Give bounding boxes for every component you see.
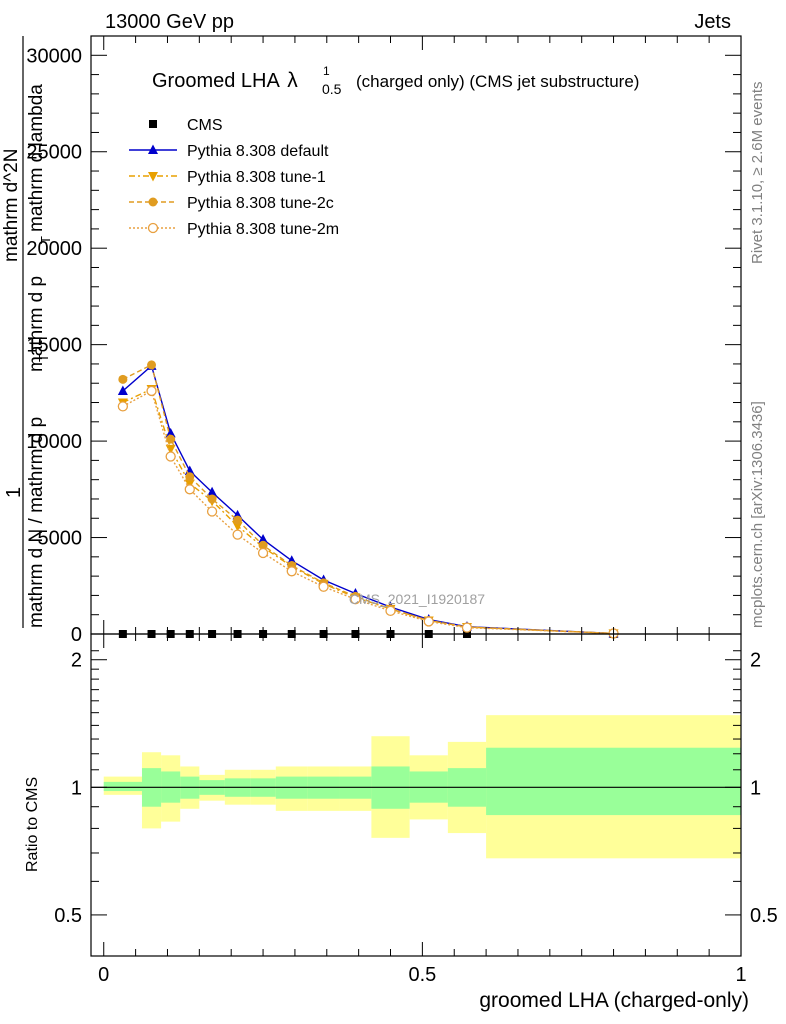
ratio-y-tick-label-right: 1 xyxy=(750,777,761,799)
data-point xyxy=(286,566,297,577)
legend-marker xyxy=(148,197,158,207)
rivet-version-label: Rivet 3.1.10, ≥ 2.6M events xyxy=(749,82,766,265)
data-point xyxy=(257,547,269,559)
data-point xyxy=(258,540,268,550)
legend-entry: CMS xyxy=(149,117,223,134)
legend-label: Pythia 8.308 tune-2m xyxy=(187,221,339,238)
data-point xyxy=(258,533,269,544)
legend-marker xyxy=(148,172,158,182)
ratio-inner-band xyxy=(103,781,142,792)
plot-title-superscript: 1 xyxy=(323,64,330,78)
ratio-y-axis-label: Ratio to CMS xyxy=(24,777,41,872)
ylabel-denominator: mathrm d N / mathrm d p xyxy=(26,417,47,628)
ratio-y-tick-label-right: 2 xyxy=(750,650,761,672)
data-point xyxy=(233,515,243,525)
y-tick-label: 25000 xyxy=(26,142,82,164)
main-y-axis-label: 1 mathrm d N / mathrm d p mathrm d^2N ma… xyxy=(1,36,53,628)
legend-entry: Pythia 8.308 tune-2c xyxy=(129,195,334,212)
series-line xyxy=(122,389,614,635)
data-point xyxy=(147,360,157,370)
plot-title: Groomed LHA λ xyxy=(152,69,298,92)
data-point xyxy=(232,529,243,540)
series-4 xyxy=(117,385,619,639)
data-point xyxy=(166,434,176,444)
data-point xyxy=(117,385,128,395)
legend-marker xyxy=(149,120,157,128)
legend-entry: Pythia 8.308 tune-2m xyxy=(129,221,339,238)
legend: CMS Pythia 8.308 default Pythia 8.308 tune… xyxy=(129,117,339,238)
ylabel-inner-denominator: mathrm d p xyxy=(26,276,47,372)
y-tick-label: 15000 xyxy=(26,335,82,357)
ratio-y-tick-label-right: 0.5 xyxy=(750,905,778,927)
data-point xyxy=(423,616,434,627)
data-point xyxy=(385,605,396,617)
legend-marker xyxy=(148,144,158,154)
plot-title-subscript: 0.5 xyxy=(322,81,342,97)
data-point xyxy=(207,494,217,504)
data-point xyxy=(117,401,129,412)
ratio-y-tick-label: 1 xyxy=(71,777,82,799)
x-axis-label: groomed LHA (charged-only) xyxy=(479,989,749,1012)
ylabel-fraction-one: 1 xyxy=(3,487,25,498)
legend-entry: Pythia 8.308 tune-1 xyxy=(129,169,326,186)
data-point xyxy=(206,506,218,517)
header-jets: Jets xyxy=(694,11,731,33)
legend-label: Pythia 8.308 default xyxy=(187,143,329,160)
ratio-y-tick-label: 0.5 xyxy=(54,905,82,927)
ylabel-dpt: mathrm d p xyxy=(26,276,47,372)
data-point xyxy=(146,385,157,397)
mcplots-credit-label: mcplots.cern.ch [arXiv:1306.3436] xyxy=(749,401,766,628)
data-point xyxy=(350,594,361,605)
ratio-frame xyxy=(90,633,742,957)
legend-entry: Pythia 8.308 default xyxy=(129,143,329,160)
plot-title-main: Groomed LHA xyxy=(152,70,280,92)
ylabel-subscript-t1: T xyxy=(38,236,53,244)
ylabel-subscript-t2: T xyxy=(36,354,51,362)
main-plot-panel: 0 5000 10000 15000 20000 25000 30000 xyxy=(26,35,742,646)
plot-title-symbol: λ xyxy=(287,69,298,92)
series-line xyxy=(122,363,614,635)
y-tick-label: 10000 xyxy=(26,431,82,453)
header-energy: 13000 GeV pp xyxy=(105,11,234,33)
legend-label: Pythia 8.308 tune-1 xyxy=(187,169,326,186)
analysis-watermark: CMS_2021_I1920187 xyxy=(349,591,485,607)
ratio-inner-band xyxy=(486,747,741,816)
data-point xyxy=(118,374,128,384)
x-tick-label: 1 xyxy=(735,964,746,986)
x-tick-label: 0.5 xyxy=(408,964,436,986)
legend-label: CMS xyxy=(187,117,223,134)
data-point xyxy=(165,427,176,438)
data-point xyxy=(232,521,243,532)
data-point xyxy=(165,451,176,462)
x-tick-label: 0 xyxy=(98,964,109,986)
data-point xyxy=(184,484,195,495)
plot-title-suffix: (charged only) (CMS jet substructure) xyxy=(356,72,639,91)
ylabel-numerator: mathrm d^2N xyxy=(1,149,22,262)
legend-marker xyxy=(147,222,159,234)
ratio-y-tick-label: 2 xyxy=(71,650,82,672)
ratio-plot-panel: 0 0.5 1 0.5 0.5 1 1 2 2 xyxy=(54,633,778,986)
data-point xyxy=(207,486,218,497)
legend-label: Pythia 8.308 tune-2c xyxy=(187,195,334,212)
data-point xyxy=(461,622,473,633)
y-tick-label: 30000 xyxy=(26,45,82,67)
data-point xyxy=(318,581,329,592)
y-tick-label: 20000 xyxy=(26,238,82,260)
ylabel-dlambda: mathrm d lambda xyxy=(26,84,47,232)
data-point xyxy=(185,472,195,482)
y-tick-label: 5000 xyxy=(38,528,83,550)
data-point xyxy=(165,444,176,455)
y-tick-label: 0 xyxy=(71,624,82,646)
